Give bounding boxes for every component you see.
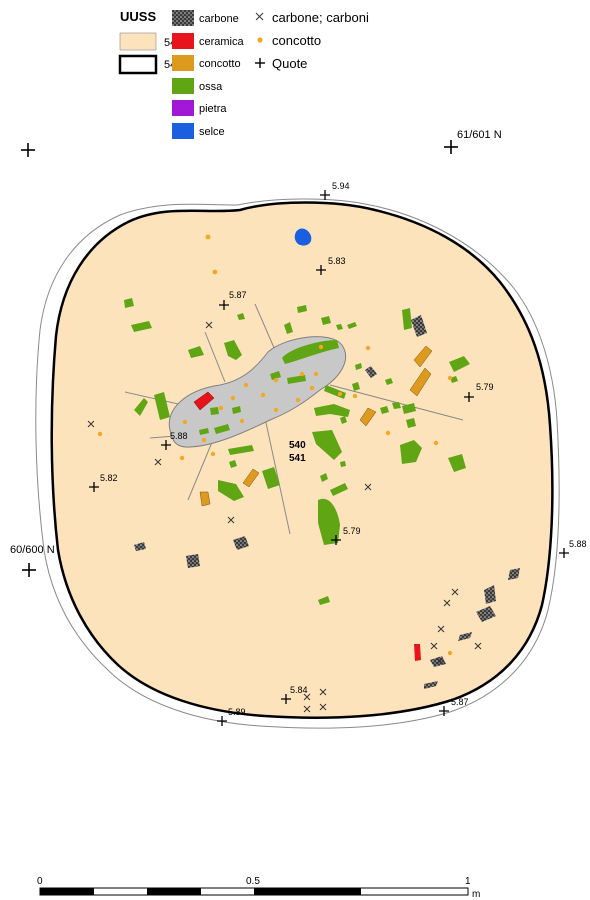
- spot-height-label: 5.88: [569, 539, 587, 549]
- us-541-central-area: [168, 336, 347, 448]
- spot-height-label: 5.82: [100, 473, 118, 483]
- legend-swatch-ossa: [172, 78, 194, 94]
- carbone-patches: [134, 315, 520, 689]
- us-540-thin-outline: [35, 198, 560, 729]
- legend-title: UUSS: [120, 9, 156, 24]
- legend-label-carboni: carbone; carboni: [272, 10, 369, 25]
- scale-label-half: 0.5: [246, 876, 260, 887]
- grid-marker-nw: [21, 143, 35, 157]
- spot-height-label: 5.83: [328, 256, 346, 266]
- legend-swatch-carbone: [172, 10, 194, 26]
- ceramica-fragment-se: [414, 644, 421, 661]
- legend-swatch-concotto: [172, 55, 194, 71]
- spot-height-labels: 5.94 5.83 5.87 5.79 5.88 5.82 5.79 5.88 …: [100, 181, 587, 717]
- legend-swatch-541: [118, 54, 158, 75]
- grid-label-w: 60/600 N: [10, 544, 55, 556]
- ossa-fragments: [124, 298, 470, 605]
- us-label-540: 540: [289, 440, 306, 451]
- legend-label-selce: selce: [199, 126, 225, 138]
- us-label-541: 541: [289, 453, 306, 464]
- ceramica-fragment: [193, 391, 215, 411]
- legend-swatch-selce: [172, 123, 194, 139]
- legend-swatch-ceramica: [172, 33, 194, 49]
- spot-height-label: 5.87: [229, 290, 247, 300]
- spot-height-markers: [89, 190, 569, 726]
- spot-height-label: 5.94: [332, 181, 350, 191]
- orange-dot-icon: [257, 37, 263, 43]
- legend-swatch-pietra: [172, 100, 194, 116]
- legend-label-quote: Quote: [272, 56, 307, 71]
- spot-height-label: 5.88: [170, 431, 188, 441]
- selce-fragment: [294, 228, 312, 246]
- legend-label-pietra: pietra: [199, 103, 227, 115]
- legend-label-ceramica: ceramica: [199, 36, 245, 48]
- legend-label-carbone: carbone: [199, 13, 239, 25]
- carbone-x-marks: [87, 321, 482, 713]
- grid-marker-ne: [444, 140, 458, 154]
- scale-label-1: 1: [465, 876, 471, 887]
- spot-height-label: 5.79: [343, 526, 361, 536]
- us-540-fill: [50, 201, 554, 719]
- x-mark-icon: [255, 12, 264, 21]
- scale-bar: 0 0.5 1 m: [37, 876, 480, 900]
- scale-label-0: 0: [37, 876, 43, 887]
- concotto-patches: [199, 345, 433, 507]
- grid-marker-w: [22, 563, 36, 577]
- concotto-dots: [97, 234, 453, 656]
- spot-height-label: 5.79: [476, 382, 494, 392]
- scale-unit: m: [472, 889, 480, 900]
- spot-height-label: 5.89: [228, 707, 246, 717]
- spot-height-label: 5.84: [290, 685, 308, 695]
- legend-label-concotto: concotto: [199, 58, 241, 70]
- legend-label-concotto-dot: concotto: [272, 33, 321, 48]
- legend: UUSS 540 541 carbone ceramica concotto o…: [118, 9, 369, 139]
- legend-label-ossa: ossa: [199, 81, 223, 93]
- grid-label-ne: 61/601 N: [457, 129, 502, 141]
- spot-height-label: 5.87: [451, 697, 469, 707]
- plus-marker-icon: [255, 58, 265, 68]
- legend-swatch-540: [119, 32, 157, 51]
